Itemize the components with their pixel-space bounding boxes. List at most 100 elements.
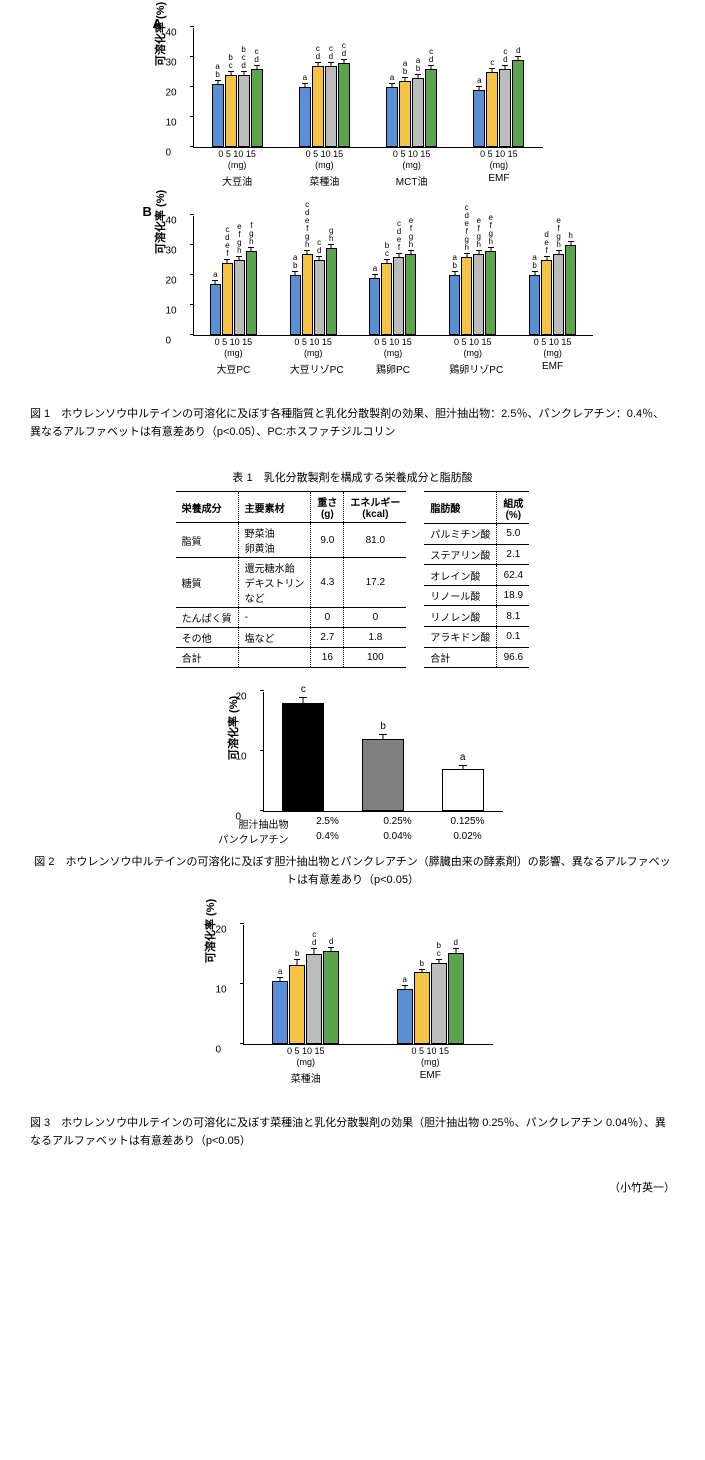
bar: c d e f g h: [461, 257, 472, 335]
group-name: 大豆リゾPC: [290, 335, 337, 376]
y-tick: 10: [166, 306, 177, 317]
bar: a: [397, 989, 413, 1044]
significance-label: a b: [403, 60, 407, 76]
table-cell: 塩など: [238, 628, 311, 648]
y-tick: 30: [166, 58, 177, 69]
significance-label: b c d: [241, 46, 245, 70]
bar: b c: [381, 263, 392, 335]
table1: 栄養成分主要素材重さ(g)エネルギー(kcal)脂質野菜油卵黄油9.081.0糖…: [30, 491, 675, 668]
table-cell: 16: [311, 648, 344, 668]
bar: c d e f g h: [302, 254, 313, 335]
bar-group: a bb cb c dc d0 5 10 15(mg)大豆油: [212, 69, 263, 147]
fig2-ylabel: 可溶化率 (%): [225, 696, 241, 760]
table-cell: 96.6: [497, 647, 530, 668]
bar: g h: [326, 248, 337, 335]
significance-label: c d: [503, 48, 507, 64]
bar: e f g h: [234, 260, 245, 335]
bar-group: a bc d e f g he f g he f g h0 5 10 15(mg…: [449, 251, 496, 335]
table-cell: 合計: [176, 648, 239, 668]
bar: c d: [306, 954, 322, 1044]
significance-label: e f g h: [477, 217, 481, 249]
table-header: 栄養成分: [176, 492, 239, 523]
group-name: EMF: [529, 335, 576, 372]
row-lead: 胆汁抽出物: [203, 816, 293, 831]
table1-right: 脂肪酸組成(%)パルミチン酸5.0ステアリン酸2.1オレイン酸62.4リノール酸…: [424, 491, 529, 668]
significance-label: b: [380, 721, 386, 732]
bar: h: [565, 245, 576, 335]
y-tick: 40: [166, 28, 177, 39]
bar: a: [369, 278, 380, 335]
table-cell: 脂質: [176, 523, 239, 558]
bar: c d e f: [393, 257, 404, 335]
significance-label: c: [490, 59, 494, 67]
bar: d: [448, 953, 464, 1044]
bar: c d: [325, 66, 337, 147]
bar-group: abb cd0 5 10 15(mg)EMF: [397, 953, 464, 1044]
bar: a b: [529, 275, 540, 335]
table-cell: 17.2: [344, 558, 407, 608]
table-cell: アラキドン酸: [424, 626, 497, 647]
table-cell: リノレン酸: [424, 606, 497, 627]
bar: e f g h: [473, 254, 484, 335]
significance-label: b: [295, 950, 299, 958]
bar: b c: [225, 75, 237, 147]
table-cell: 1.8: [344, 628, 407, 648]
significance-label: c d: [254, 48, 258, 64]
y-tick: 20: [216, 925, 227, 936]
figure-1: A 可溶化率 (%)010203040a bb cb c dc d0 5 10 …: [30, 20, 675, 441]
significance-label: d: [516, 47, 520, 55]
table-cell: パルミチン酸: [424, 524, 497, 545]
table-cell: たんぱく質: [176, 608, 239, 628]
table-cell: 2.7: [311, 628, 344, 648]
chart-B: 可溶化率 (%)010203040ac d e fe f g hf g h0 5…: [193, 216, 593, 336]
bar: a: [386, 87, 398, 147]
significance-label: a: [213, 271, 217, 279]
significance-label: c d: [316, 45, 320, 61]
significance-label: c d e f g h: [465, 204, 469, 252]
fig2-caption: 図 2 ホウレンソウ中ルテインの可溶化に及ぼす胆汁抽出物とパンクレアチン（膵臓由…: [30, 854, 675, 889]
group-name: 菜種油: [272, 1044, 339, 1085]
bar-group: ac dc dc d0 5 10 15(mg)菜種油: [299, 63, 350, 147]
bar: a: [299, 87, 311, 147]
significance-label: c d: [317, 239, 321, 255]
significance-label: b: [420, 960, 424, 968]
table-cell: 4.3: [311, 558, 344, 608]
row-cell: 0.02%: [433, 831, 503, 846]
table-cell: 81.0: [344, 523, 407, 558]
significance-label: e f g h: [409, 217, 413, 249]
group-name: 大豆PC: [210, 335, 257, 376]
group-name: MCT油: [386, 147, 437, 188]
significance-label: c d: [429, 48, 433, 64]
bar-group: acc dd0 5 10 15(mg)EMF: [473, 60, 524, 147]
table-cell: 62.4: [497, 565, 530, 586]
significance-label: c d: [342, 42, 346, 58]
table-cell: 合計: [424, 647, 497, 668]
y-tick: 0: [166, 148, 172, 159]
significance-label: b c: [228, 54, 232, 70]
bar-group: a bc d e f g hc dg h0 5 10 15(mg)大豆リゾPC: [290, 248, 337, 335]
table-cell: 糖質: [176, 558, 239, 608]
table-cell: -: [238, 608, 311, 628]
significance-label: c: [301, 684, 306, 695]
significance-label: a: [460, 752, 466, 763]
significance-label: e f g h: [556, 217, 560, 249]
group-name: 鶏卵リゾPC: [449, 335, 496, 376]
y-tick: 20: [166, 276, 177, 287]
bar: b c: [431, 963, 447, 1044]
table-cell: ステアリン酸: [424, 544, 497, 565]
y-tick: 10: [216, 985, 227, 996]
attribution: （小竹英一）: [30, 1179, 675, 1195]
significance-label: a b: [453, 254, 457, 270]
significance-label: b c: [385, 242, 389, 258]
table-cell: 野菜油卵黄油: [238, 523, 311, 558]
table-cell: リノール酸: [424, 585, 497, 606]
y-tick: 0: [236, 812, 242, 823]
significance-label: c d e f: [225, 226, 229, 258]
bar: a: [473, 90, 485, 147]
y-tick: 20: [166, 88, 177, 99]
group-name: EMF: [397, 1044, 464, 1081]
bar-group: aa ba bc d0 5 10 15(mg)MCT油: [386, 69, 437, 147]
significance-label: f g h: [249, 222, 253, 246]
table1-left: 栄養成分主要素材重さ(g)エネルギー(kcal)脂質野菜油卵黄油9.081.0糖…: [176, 491, 407, 668]
table-cell: その他: [176, 628, 239, 648]
